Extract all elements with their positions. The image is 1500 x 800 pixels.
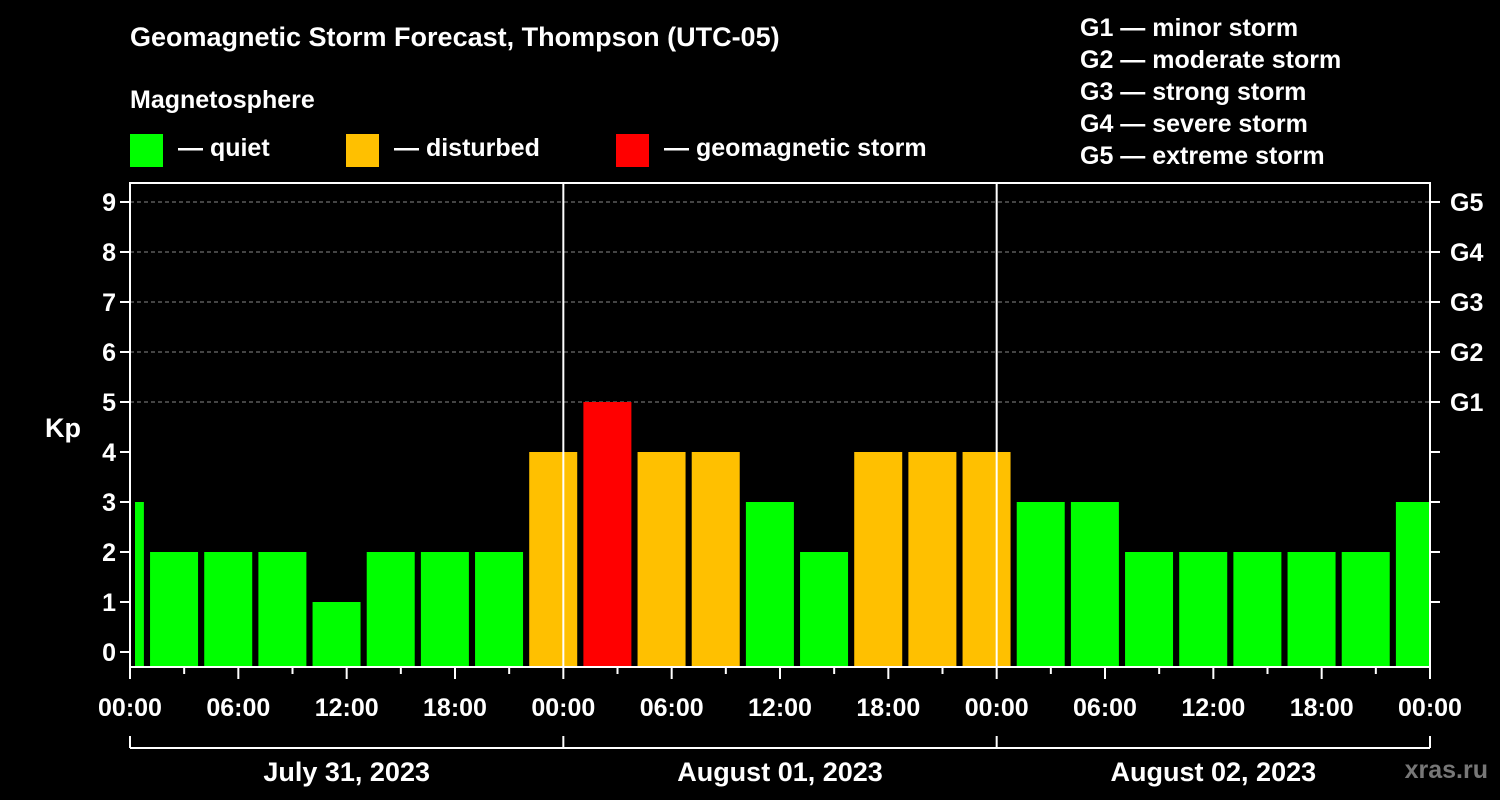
y-tick-label: 9 — [102, 189, 116, 217]
kp-bar — [258, 552, 307, 667]
y-tick-label: 8 — [102, 239, 116, 267]
kp-bar — [1395, 502, 1429, 667]
kp-bar — [1233, 552, 1282, 667]
x-tick-label: 00:00 — [531, 694, 595, 722]
g-tick-label: G3 — [1450, 289, 1483, 317]
kp-bar — [691, 452, 740, 667]
kp-bar — [135, 502, 144, 667]
legend-swatch-disturbed — [346, 134, 379, 167]
x-tick-label: 12:00 — [315, 694, 379, 722]
kp-bar — [150, 552, 199, 667]
kp-bar — [420, 552, 469, 667]
g-tick-label: G4 — [1450, 239, 1483, 267]
y-tick-label: 7 — [102, 289, 116, 317]
x-tick-label: 06:00 — [206, 694, 270, 722]
magnetosphere-label: Magnetosphere — [130, 86, 315, 114]
kp-bar — [1016, 502, 1065, 667]
y-tick-label: 6 — [102, 339, 116, 367]
x-tick-label: 12:00 — [748, 694, 812, 722]
kp-bar — [312, 602, 361, 667]
legend-label-disturbed: — disturbed — [394, 134, 540, 162]
kp-bar — [475, 552, 524, 667]
x-tick-label: 06:00 — [640, 694, 704, 722]
x-tick-label: 18:00 — [1290, 694, 1354, 722]
g-scale-g1: G1 — minor storm — [1080, 14, 1299, 42]
kp-bar — [1341, 552, 1390, 667]
x-tick-label: 00:00 — [1398, 694, 1462, 722]
kp-bar — [1179, 552, 1228, 667]
kp-bar — [854, 452, 903, 667]
y-axis-label: Kp — [45, 413, 81, 443]
g-scale-g2: G2 — moderate storm — [1080, 46, 1342, 74]
legend-swatch-quiet — [130, 134, 163, 167]
y-tick-label: 5 — [102, 389, 116, 417]
y-tick-label: 2 — [102, 539, 116, 567]
g-scale-g4: G4 — severe storm — [1080, 110, 1308, 138]
x-tick-label: 18:00 — [856, 694, 920, 722]
g-tick-label: G5 — [1450, 189, 1483, 217]
kp-bar — [529, 452, 578, 667]
kp-bar — [1125, 552, 1174, 667]
kp-bar — [745, 502, 794, 667]
day-label: August 01, 2023 — [677, 757, 883, 787]
legend-swatch-storm — [616, 134, 649, 167]
y-tick-label: 1 — [102, 589, 116, 617]
g-scale-g5: G5 — extreme storm — [1080, 142, 1325, 170]
kp-bar — [800, 552, 849, 667]
kp-bar — [1070, 502, 1119, 667]
kp-bar — [637, 452, 686, 667]
kp-bar — [583, 402, 632, 667]
kp-bar — [962, 452, 1011, 667]
watermark: xras.ru — [1404, 756, 1488, 784]
day-label: July 31, 2023 — [263, 757, 430, 787]
legend-label-storm: — geomagnetic storm — [664, 134, 927, 162]
kp-bar — [1287, 552, 1336, 667]
x-tick-label: 00:00 — [965, 694, 1029, 722]
y-tick-label: 3 — [102, 489, 116, 517]
day-label: August 02, 2023 — [1111, 757, 1317, 787]
x-tick-label: 18:00 — [423, 694, 487, 722]
kp-bar — [204, 552, 253, 667]
x-tick-label: 06:00 — [1073, 694, 1137, 722]
g-tick-label: G1 — [1450, 389, 1483, 417]
kp-bar — [366, 552, 415, 667]
chart-title: Geomagnetic Storm Forecast, Thompson (UT… — [130, 22, 780, 52]
kp-bar — [908, 452, 957, 667]
x-tick-label: 00:00 — [98, 694, 162, 722]
x-tick-label: 12:00 — [1181, 694, 1245, 722]
legend-label-quiet: — quiet — [178, 134, 270, 162]
y-tick-label: 4 — [102, 439, 116, 467]
g-scale-g3: G3 — strong storm — [1080, 78, 1307, 106]
g-tick-label: G2 — [1450, 339, 1483, 367]
y-tick-label: 0 — [102, 639, 116, 667]
